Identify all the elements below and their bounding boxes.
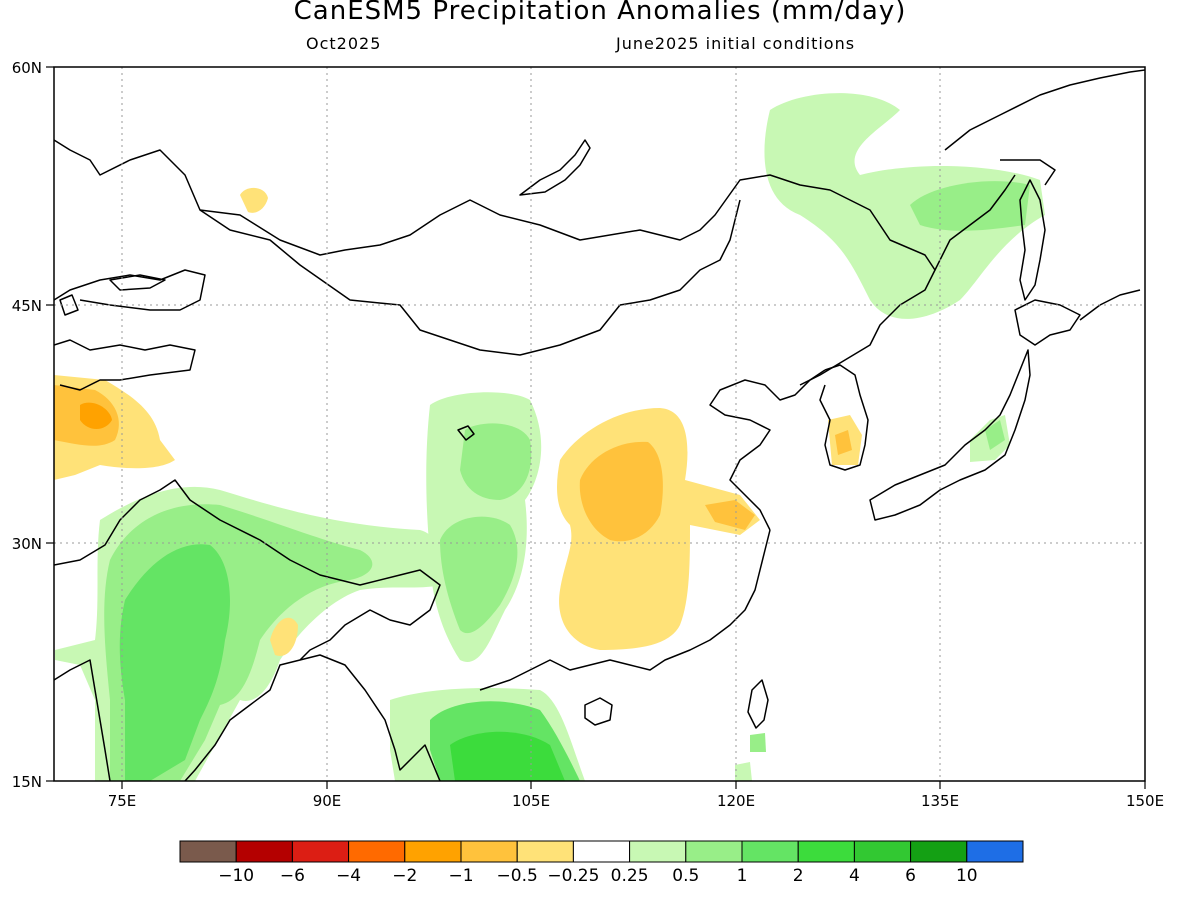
anomaly-region-indochina-wet-core <box>450 731 565 781</box>
axis-ticks <box>46 66 1146 789</box>
anomaly-region-central-china-dry <box>557 408 760 650</box>
colorbar-swatch <box>404 840 462 863</box>
initial-conditions: June2025 initial conditions <box>616 34 856 53</box>
lake-balkhash <box>109 274 166 291</box>
map-title: CanESM5 Precipitation Anomalies (mm/day) <box>293 0 907 26</box>
colorbar-label: −6 <box>280 866 305 886</box>
colorbar-swatch <box>460 840 518 863</box>
map-frame <box>53 66 1146 782</box>
colorbar-label: 0.5 <box>672 866 699 886</box>
lon-label-90e: 90E <box>313 792 342 810</box>
colorbar-label: −1 <box>448 866 473 886</box>
colorbar-swatch <box>741 840 799 863</box>
colorbar-swatch <box>516 840 574 863</box>
coastline-taiwan <box>747 679 769 729</box>
lake-aral <box>59 294 79 316</box>
anomaly-shading <box>54 93 1045 781</box>
anomaly-region-philippine-wet <box>735 762 752 781</box>
coastline-okhotsk <box>944 69 1145 186</box>
coastline-north-asia <box>54 139 936 386</box>
colorbar-swatch <box>629 840 687 863</box>
colorbar-label: 6 <box>905 866 916 886</box>
colorbar-swatch <box>797 840 855 863</box>
coastline-india <box>54 479 441 781</box>
colorbar-label: 0.25 <box>611 866 649 886</box>
coastline-central-asia <box>54 339 196 391</box>
coastline-hainan <box>584 697 613 726</box>
anomaly-region-sichuan-wet-core <box>460 423 532 500</box>
colorbar-label: −4 <box>336 866 361 886</box>
coastline-china-east <box>709 369 826 531</box>
anomaly-region-northeast-wet <box>764 93 1045 319</box>
anomaly-region-korea-dry-core <box>835 430 852 455</box>
anomaly-region-bay-dry <box>270 617 298 656</box>
gridlines <box>54 67 1145 781</box>
coastline-indochina <box>299 529 771 781</box>
colorbar-swatch <box>572 840 631 863</box>
lat-label-45n: 45N <box>12 297 42 315</box>
lat-label-15n: 15N <box>12 773 42 791</box>
anomaly-region-kazakh-dry <box>240 187 268 213</box>
forecast-month: Oct2025 <box>306 34 382 53</box>
coastline-japan-hokkaido <box>1014 299 1081 346</box>
anomaly-region-taiwan-wet <box>750 733 766 752</box>
colorbar-swatch <box>910 840 968 863</box>
coastline-sakhalin <box>1019 179 1046 301</box>
colorbar-swatch <box>685 840 743 863</box>
anomaly-region-pamir-dry-center <box>80 402 112 429</box>
colorbar-label: −10 <box>218 866 254 886</box>
anomaly-region-yunnan-wet-core <box>440 516 518 634</box>
anomaly-region-central-china-dry-core <box>579 441 663 542</box>
colorbar-swatch <box>348 840 406 863</box>
colorbar-label: −0.5 <box>497 866 538 886</box>
lon-label-75e: 75E <box>108 792 137 810</box>
coastline-primorye <box>934 174 1016 271</box>
lake-qinghai <box>457 425 475 441</box>
colorbar-label: 1 <box>737 866 748 886</box>
coastline-japan-honshu <box>869 349 1031 521</box>
colorbar-swatch <box>966 840 1024 863</box>
coastline-india-west <box>54 659 111 781</box>
colorbar-label: −0.25 <box>547 866 599 886</box>
anomaly-region-india-wet-core <box>119 544 230 781</box>
colorbar-label: 4 <box>849 866 860 886</box>
colorbar-label: 2 <box>793 866 804 886</box>
lake-baikal <box>519 139 591 196</box>
colorbar: −10 −6 −4 −2 −1 −0.5 −0.25 0.25 0.5 1 2 4 6 10 <box>179 840 1024 886</box>
colorbar-label: 10 <box>956 866 978 886</box>
lon-label-135e: 135E <box>921 792 959 810</box>
coastline-caspian <box>54 269 206 311</box>
coastline-kuril <box>1079 289 1141 321</box>
colorbar-swatch <box>853 840 912 863</box>
coastlines <box>54 69 1145 781</box>
coastline-korea <box>819 364 869 471</box>
lon-label-120e: 120E <box>717 792 755 810</box>
colorbar-label: −2 <box>392 866 417 886</box>
anomaly-region-yangtze-dry <box>705 500 755 530</box>
anomaly-region-japan-wet-core <box>985 420 1005 450</box>
lon-label-105e: 105E <box>512 792 550 810</box>
lat-label-30n: 30N <box>12 535 42 553</box>
lon-label-150e: 150E <box>1126 792 1164 810</box>
lat-label-60n: 60N <box>12 59 42 77</box>
coastline-mongolia-border <box>199 199 741 356</box>
colorbar-swatch <box>235 840 293 863</box>
colorbar-swatch <box>179 840 237 863</box>
colorbar-swatch <box>291 840 350 863</box>
